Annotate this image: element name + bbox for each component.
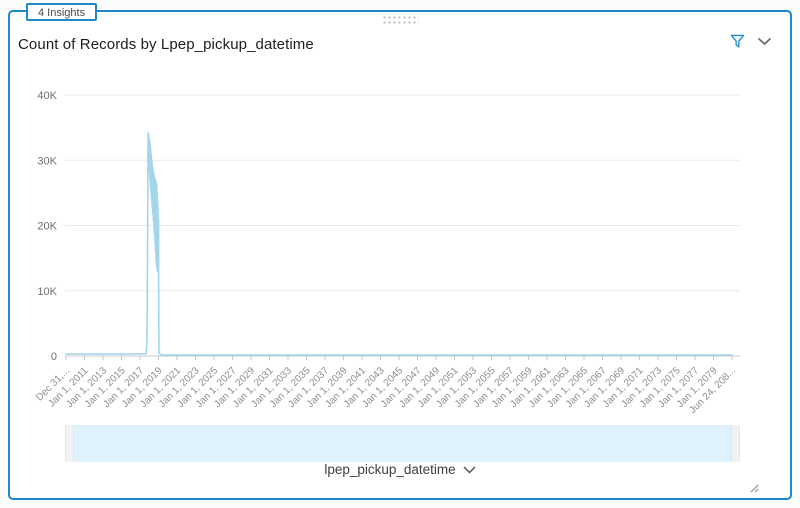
chevron-down-icon bbox=[463, 466, 476, 473]
x-axis-field-label: lpep_pickup_datetime bbox=[324, 462, 456, 477]
x-axis-ticks bbox=[65, 356, 733, 360]
y-axis-tick-label: 40K bbox=[37, 90, 57, 102]
visual-widget[interactable]: Count of Records by Lpep_pickup_datetime… bbox=[8, 10, 792, 500]
drag-dots-icon[interactable] bbox=[381, 14, 419, 25]
insights-tab[interactable]: 4 Insights bbox=[26, 3, 98, 21]
insights-tab-label: 4 Insights bbox=[38, 6, 86, 19]
series-line[interactable] bbox=[65, 132, 733, 356]
y-axis-tick-label: 10K bbox=[37, 286, 57, 298]
date-range-slider[interactable] bbox=[65, 425, 740, 462]
visual-title: Count of Records by Lpep_pickup_datetime bbox=[18, 36, 314, 53]
resize-corner-icon[interactable] bbox=[746, 480, 760, 494]
y-axis-tick-label: 30K bbox=[37, 155, 57, 167]
filter-button[interactable] bbox=[727, 31, 747, 51]
visual-menu-button[interactable] bbox=[754, 34, 774, 48]
y-axis-tick-label: 0 bbox=[51, 351, 57, 363]
slider-left-handle[interactable] bbox=[65, 425, 74, 462]
x-axis-field-dropdown[interactable]: lpep_pickup_datetime bbox=[10, 462, 790, 477]
funnel-icon bbox=[730, 34, 744, 48]
chevron-down-icon bbox=[757, 37, 771, 45]
timeline-chart[interactable]: 0 10K 20K 30K 40K Dec 31,... Jan 1, 2011 Jan 1,… bbox=[10, 80, 786, 420]
slider-right-handle[interactable] bbox=[731, 425, 740, 462]
gridlines bbox=[65, 94, 740, 292]
y-axis-labels: 0 10K 20K 30K 40K bbox=[37, 90, 57, 363]
y-axis-tick-label: 20K bbox=[37, 221, 57, 233]
